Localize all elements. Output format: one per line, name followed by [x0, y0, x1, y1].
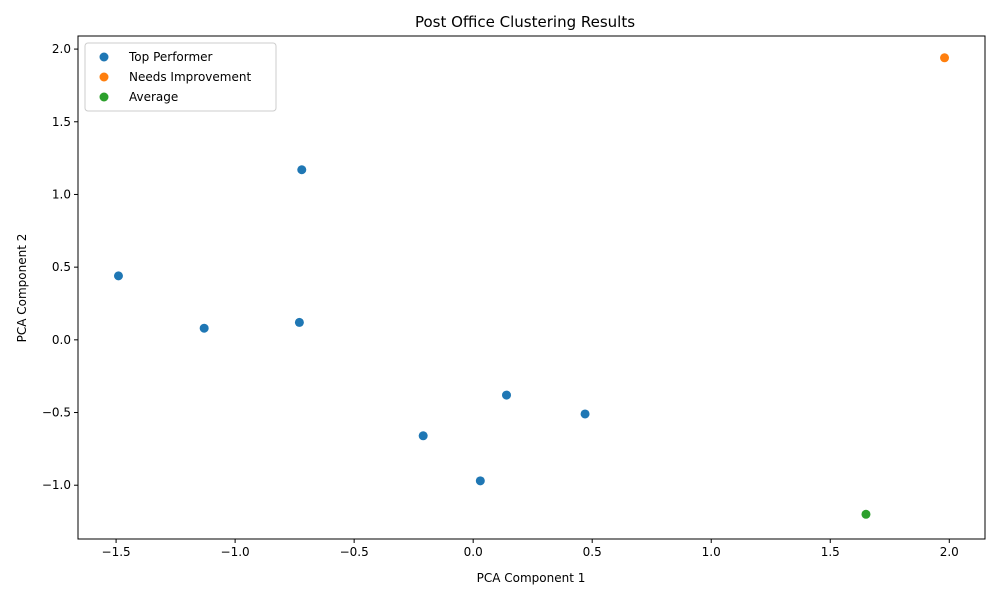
y-tick-label: −1.0	[42, 478, 71, 492]
x-tick-label: −1.5	[102, 545, 131, 559]
point-top-performer	[199, 323, 209, 333]
x-tick-label: 0.0	[464, 545, 483, 559]
point-top-performer	[297, 165, 307, 175]
x-tick-label: 1.0	[702, 545, 721, 559]
point-top-performer	[475, 476, 485, 486]
y-tick-label: 0.0	[52, 333, 71, 347]
legend-label-average: Average	[129, 90, 178, 104]
point-top-performer	[418, 431, 428, 441]
legend-frame	[84, 42, 277, 112]
legend-label-needs-improvement: Needs Improvement	[129, 70, 251, 84]
x-tick-label: −1.0	[221, 545, 250, 559]
y-tick-label: 2.0	[52, 42, 71, 56]
point-top-performer	[113, 271, 123, 281]
y-axis-label: PCA Component 2	[15, 234, 29, 343]
plot-frame	[77, 35, 986, 540]
data-points	[113, 53, 950, 519]
x-tick-label: 1.5	[821, 545, 840, 559]
chart-title: Post Office Clustering Results	[415, 13, 635, 31]
point-average	[861, 509, 871, 519]
point-top-performer	[294, 317, 304, 327]
legend: Top Performer Needs Improvement Average	[84, 42, 277, 112]
plot-area	[78, 36, 985, 539]
legend-marker-needs-improvement	[99, 72, 109, 82]
point-top-performer	[580, 409, 590, 419]
y-tick-label: 1.5	[52, 115, 71, 129]
x-tick-label: −0.5	[340, 545, 369, 559]
legend-marker-top-performer	[99, 52, 109, 62]
y-tick-label: 1.0	[52, 187, 71, 201]
y-tick-label: −0.5	[42, 406, 71, 420]
x-tick-label: 2.0	[940, 545, 959, 559]
x-axis-ticks: −1.5 −1.0 −0.5 0.0 0.5 1.0 1.5 2.0	[102, 539, 959, 559]
legend-label-top-performer: Top Performer	[128, 50, 213, 64]
point-top-performer	[502, 390, 512, 400]
point-needs-improvement	[940, 53, 950, 63]
y-axis-ticks: −1.0 −0.5 0.0 0.5 1.0 1.5 2.0	[42, 42, 78, 492]
x-tick-label: 0.5	[583, 545, 602, 559]
x-axis-label: PCA Component 1	[477, 571, 586, 585]
y-tick-label: 0.5	[52, 260, 71, 274]
legend-marker-average	[99, 92, 109, 102]
